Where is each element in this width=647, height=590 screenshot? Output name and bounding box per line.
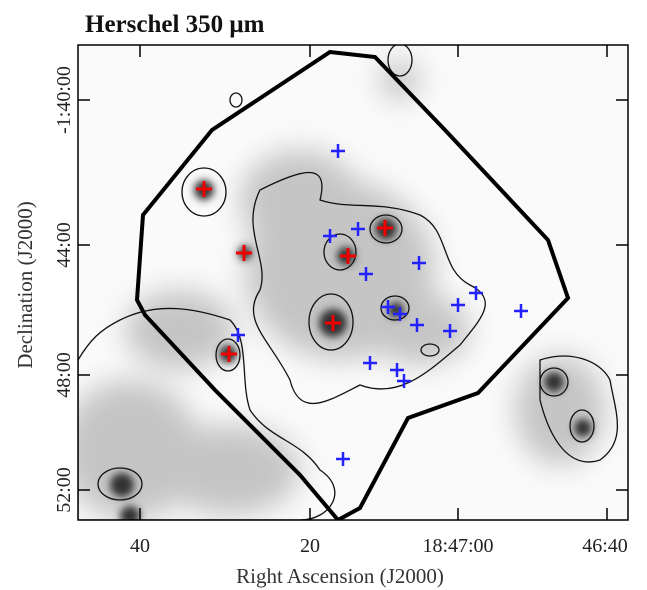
- x-tick-label: 20: [300, 535, 320, 557]
- y-tick-label: 44:00: [53, 222, 75, 268]
- map: [60, 44, 628, 526]
- y-axis-label: Declination (J2000): [13, 201, 37, 368]
- y-tick-label: 52:00: [53, 467, 75, 513]
- x-tick-label: 18:47:00: [422, 535, 493, 557]
- x-axis-label: Right Ascension (J2000): [236, 564, 444, 588]
- figure: Herschel 350 μm: [0, 0, 647, 590]
- y-tick-label: -1:40:00: [53, 66, 75, 134]
- title: Herschel 350 μm: [85, 11, 265, 38]
- y-tick-label: 48:00: [53, 352, 75, 398]
- x-tick-label: 46:40: [582, 535, 628, 557]
- x-tick-label: 40: [130, 535, 150, 557]
